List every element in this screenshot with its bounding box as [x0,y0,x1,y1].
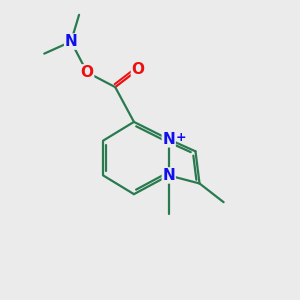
Text: O: O [131,62,145,77]
Text: N: N [162,132,175,147]
Text: N: N [162,168,175,183]
Text: N: N [65,34,77,49]
Text: O: O [81,65,94,80]
Text: +: + [176,131,186,145]
